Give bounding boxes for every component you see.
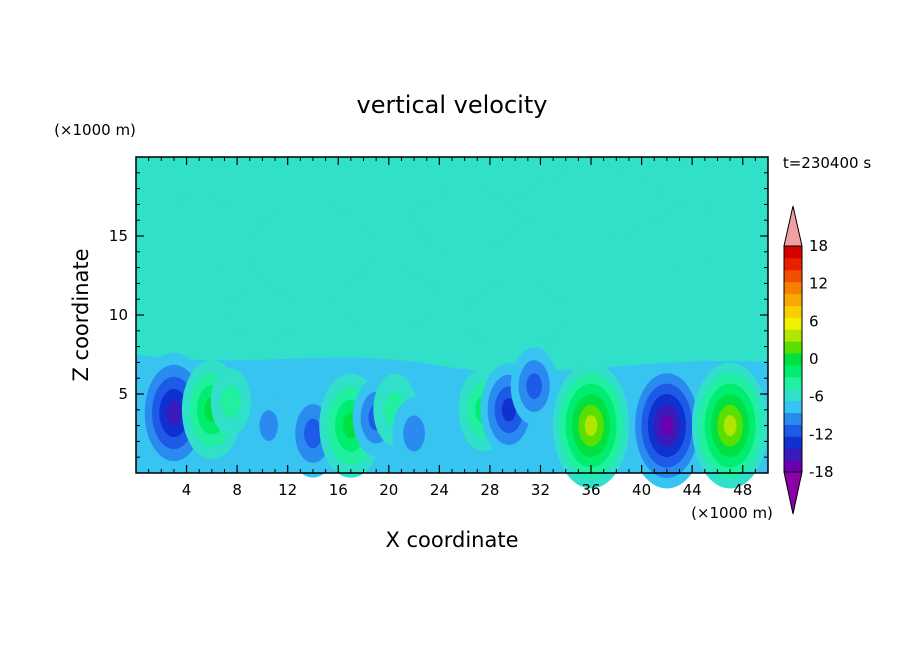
upper-patch bbox=[224, 291, 301, 339]
chart-title: vertical velocity bbox=[357, 91, 548, 119]
x-tick-label: 36 bbox=[581, 481, 600, 499]
x-tick-label: 12 bbox=[278, 481, 297, 499]
y-axis-label: Z coordinate bbox=[69, 248, 93, 381]
x-tick-label: 48 bbox=[733, 481, 752, 499]
colorbar-label: -18 bbox=[809, 463, 834, 481]
x-tick-label: 32 bbox=[531, 481, 550, 499]
velocity-cell bbox=[210, 368, 251, 436]
x-tick-label: 20 bbox=[379, 481, 398, 499]
x-tick-label: 44 bbox=[683, 481, 702, 499]
colorbar-band bbox=[784, 257, 802, 271]
contour-band bbox=[660, 415, 674, 437]
colorbar-band bbox=[784, 293, 802, 306]
x-unit-label: (×1000 m) bbox=[691, 504, 773, 522]
upper-patch bbox=[464, 283, 566, 347]
x-tick-label: 40 bbox=[632, 481, 651, 499]
colorbar-band bbox=[784, 424, 802, 437]
contour-band bbox=[723, 415, 737, 437]
upper-patch bbox=[515, 172, 667, 236]
colorbar-band bbox=[784, 246, 802, 259]
y-tick-label: 10 bbox=[109, 306, 128, 324]
upper-patch bbox=[338, 267, 440, 331]
colorbar-band bbox=[784, 388, 802, 402]
velocity-cell bbox=[510, 347, 558, 425]
colorbar-band bbox=[784, 353, 802, 366]
contour-band bbox=[501, 398, 516, 422]
velocity-cell bbox=[392, 397, 436, 470]
colorbar-band bbox=[784, 269, 802, 283]
colorbar-band bbox=[784, 341, 802, 354]
colorbar-band bbox=[784, 376, 802, 390]
x-axis-label: X coordinate bbox=[385, 528, 518, 552]
colorbar-band bbox=[784, 364, 802, 378]
x-tick-label: 4 bbox=[182, 481, 192, 499]
colorbar: 18 12 6 0 -6 -12 -18 bbox=[783, 205, 834, 515]
contour-band bbox=[304, 418, 322, 449]
velocity-cell bbox=[628, 362, 706, 489]
contour-band bbox=[166, 400, 182, 425]
y-unit-label: (×1000 m) bbox=[54, 121, 136, 139]
colorbar-band bbox=[784, 317, 802, 330]
colorbar-band bbox=[784, 305, 802, 318]
contour-band bbox=[526, 373, 542, 400]
upper-patch bbox=[148, 196, 250, 276]
colorbar-band bbox=[784, 329, 802, 342]
contour-band bbox=[403, 415, 425, 452]
y-tick-label: 5 bbox=[118, 385, 128, 403]
velocity-cell bbox=[552, 362, 630, 489]
colorbar-band bbox=[784, 436, 802, 449]
contour-band bbox=[584, 415, 598, 437]
contour-band bbox=[220, 385, 241, 419]
colorbar-frame bbox=[783, 245, 803, 473]
colorbar-band bbox=[784, 460, 802, 473]
colorbar-label: -6 bbox=[809, 388, 824, 406]
contour-band bbox=[259, 410, 278, 441]
x-tick-label: 28 bbox=[480, 481, 499, 499]
colorbar-label: 12 bbox=[809, 275, 828, 293]
colorbar-band bbox=[784, 400, 802, 414]
time-label: t=230400 s bbox=[783, 154, 871, 172]
colorbar-label: -12 bbox=[809, 425, 834, 443]
velocity-cell bbox=[250, 394, 288, 457]
colorbar-band bbox=[784, 281, 802, 295]
velocity-field bbox=[135, 156, 769, 489]
upper-patch bbox=[414, 188, 516, 252]
colorbar-extend-min bbox=[783, 471, 803, 515]
x-tick-label: 8 bbox=[232, 481, 242, 499]
colorbar-band bbox=[784, 412, 802, 425]
colorbar-label: 18 bbox=[809, 237, 828, 255]
colorbar-band bbox=[784, 448, 802, 461]
velocity-cell bbox=[691, 362, 769, 489]
upper-patch bbox=[249, 204, 377, 300]
upper-patch bbox=[654, 204, 731, 268]
colorbar-label: 0 bbox=[809, 350, 819, 368]
x-tick-label: 16 bbox=[329, 481, 348, 499]
colorbar-extend-max bbox=[783, 205, 803, 247]
y-tick-label: 15 bbox=[109, 227, 128, 245]
x-tick-label: 24 bbox=[430, 481, 449, 499]
colorbar-label: 6 bbox=[809, 312, 819, 330]
